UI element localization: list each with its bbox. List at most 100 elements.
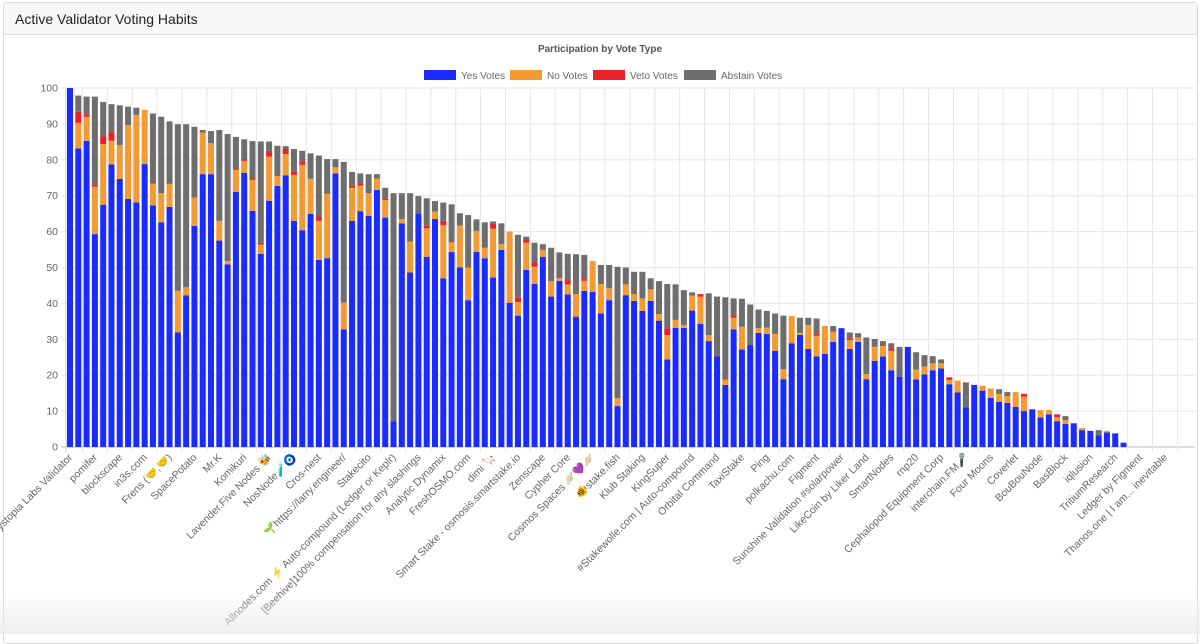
bar-abstain-62[interactable] [581,254,588,279]
bar-abstain-102[interactable] [913,352,920,370]
bar-abstain-3[interactable] [91,96,98,185]
bar-veto-5[interactable] [108,132,115,141]
bar-yes-63[interactable] [589,291,596,447]
bar-abstain-90[interactable] [813,318,820,334]
bar-yes-68[interactable] [631,300,638,447]
bar-no-3[interactable] [91,186,98,235]
bar-veto-119[interactable] [1054,414,1061,418]
bar-abstain-22[interactable] [249,141,256,179]
bar-veto-38[interactable] [382,198,389,201]
bar-yes-9[interactable] [141,164,148,447]
bar-yes-0[interactable] [67,88,73,447]
bar-no-11[interactable] [158,193,165,223]
bar-no-31[interactable] [324,193,331,259]
bar-abstain-60[interactable] [564,253,571,281]
bar-yes-118[interactable] [1045,414,1052,447]
bar-yes-99[interactable] [888,370,895,447]
bar-abstain-45[interactable] [440,202,447,221]
bar-abstain-98[interactable] [879,341,886,347]
bar-no-98[interactable] [879,346,886,357]
bar-abstain-26[interactable] [282,146,289,150]
bar-no-34[interactable] [349,187,356,221]
bar-abstain-7[interactable] [125,106,132,125]
bar-yes-105[interactable] [938,368,945,447]
bar-no-83[interactable] [755,328,762,333]
bar-no-96[interactable] [863,374,870,380]
legend-swatch-yes[interactable] [424,70,456,80]
bar-no-35[interactable] [357,185,364,212]
bar-no-75[interactable] [689,295,696,311]
bar-no-20[interactable] [232,169,239,192]
bar-no-5[interactable] [108,140,115,165]
bar-no-89[interactable] [805,324,812,349]
bar-no-19[interactable] [224,261,231,265]
bar-no-74[interactable] [680,324,687,328]
bar-yes-51[interactable] [490,277,497,447]
bar-no-68[interactable] [631,294,638,301]
bar-no-85[interactable] [772,333,779,351]
bar-no-125[interactable] [1103,430,1110,433]
bar-yes-96[interactable] [863,379,870,447]
bar-abstain-44[interactable] [432,201,438,212]
bar-abstain-55[interactable] [523,236,530,240]
bar-yes-71[interactable] [655,320,662,447]
bar-abstain-83[interactable] [755,309,762,329]
bar-yes-47[interactable] [456,267,463,448]
bar-no-41[interactable] [407,241,414,273]
bar-abstain-89[interactable] [805,317,812,325]
bar-no-55[interactable] [523,242,530,271]
bar-no-22[interactable] [249,179,256,211]
bar-no-107[interactable] [954,380,961,393]
bar-yes-89[interactable] [805,348,812,447]
bar-no-118[interactable] [1045,410,1052,415]
bar-abstain-11[interactable] [158,116,165,194]
bar-abstain-13[interactable] [174,124,181,291]
bar-yes-41[interactable] [407,272,414,447]
bar-yes-8[interactable] [133,202,140,447]
bar-abstain-46[interactable] [448,204,455,243]
bar-yes-59[interactable] [556,280,563,447]
bar-yes-93[interactable] [838,328,845,447]
bar-yes-125[interactable] [1103,432,1110,447]
bar-no-27[interactable] [290,174,297,221]
bar-no-70[interactable] [647,289,654,301]
bar-no-16[interactable] [199,132,206,175]
bar-abstain-38[interactable] [382,187,389,199]
bar-abstain-64[interactable] [597,264,604,285]
bar-no-79[interactable] [722,379,729,385]
bar-yes-126[interactable] [1112,433,1119,447]
bar-no-67[interactable] [622,284,629,296]
bar-abstain-69[interactable] [639,271,646,299]
bar-yes-12[interactable] [166,206,173,447]
bar-no-50[interactable] [481,247,488,259]
bar-yes-66[interactable] [614,406,621,447]
bar-veto-34[interactable] [349,185,356,188]
bar-abstain-78[interactable] [714,296,721,357]
bar-yes-88[interactable] [797,334,803,447]
bar-abstain-68[interactable] [631,271,638,295]
legend-swatch-veto[interactable] [593,70,625,80]
bar-no-95[interactable] [855,337,862,342]
bar-no-58[interactable] [548,281,555,297]
bar-yes-54[interactable] [514,315,521,447]
bar-yes-73[interactable] [672,327,679,447]
bar-no-54[interactable] [514,301,521,316]
bar-no-90[interactable] [813,335,820,357]
legend-label-no[interactable]: No Votes [547,71,588,82]
bar-yes-69[interactable] [639,310,646,447]
bar-yes-14[interactable] [183,295,190,447]
bar-abstain-14[interactable] [183,124,190,288]
bar-no-84[interactable] [763,327,770,334]
bar-yes-48[interactable] [465,300,472,447]
bar-abstain-108[interactable] [962,382,969,408]
bar-abstain-80[interactable] [730,298,737,316]
bar-no-104[interactable] [929,363,936,371]
bar-yes-112[interactable] [996,401,1003,447]
bar-no-38[interactable] [382,200,389,218]
bar-abstain-70[interactable] [647,278,654,290]
bar-veto-115[interactable] [1020,393,1027,397]
bar-veto-22[interactable] [249,178,256,180]
bar-yes-120[interactable] [1062,424,1069,447]
bar-abstain-86[interactable] [780,315,787,370]
bar-yes-64[interactable] [597,313,604,447]
